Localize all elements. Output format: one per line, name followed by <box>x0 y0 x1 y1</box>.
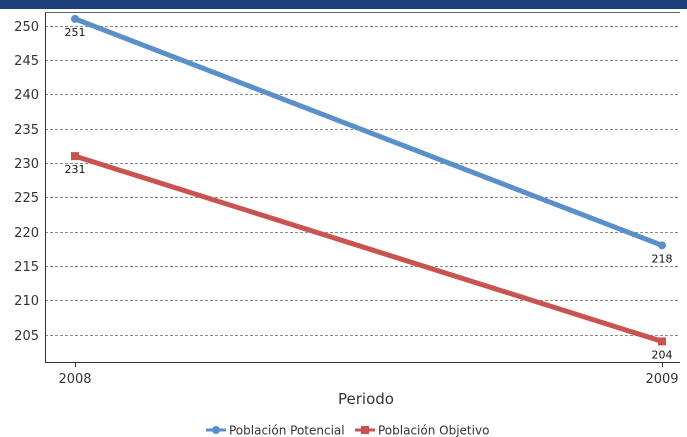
series-1-data-label-1: 204 <box>652 348 673 361</box>
series-1-data-label-0: 231 <box>65 163 86 176</box>
y-tick-label-245: 245 <box>14 54 39 69</box>
series-0-data-label-0: 251 <box>65 26 86 39</box>
y-tick-label-225: 225 <box>14 191 39 206</box>
legend-label-1: Población Objetivo <box>378 424 489 437</box>
x-tick-label-2008: 2008 <box>58 372 91 387</box>
header-band <box>0 0 687 9</box>
series-0-data-label-1: 218 <box>652 252 673 265</box>
y-tick-label-210: 210 <box>14 294 39 309</box>
y-tick-label-235: 235 <box>14 123 39 138</box>
x-tick-label-2009: 2009 <box>645 372 678 387</box>
series-1-point-0 <box>71 152 79 161</box>
y-tick-label-250: 250 <box>14 20 39 35</box>
y-tick-label-215: 215 <box>14 260 39 275</box>
y-tick-label-240: 240 <box>14 88 39 103</box>
x-axis-title: Periodo <box>338 390 394 408</box>
y-tick-label-230: 230 <box>14 157 39 172</box>
series-0-point-0 <box>71 14 79 23</box>
legend-label-0: Población Potencial <box>229 424 345 437</box>
series-line-1 <box>72 153 665 344</box>
series-1-point-1 <box>658 337 666 346</box>
series-line-0 <box>72 16 665 248</box>
legend-swatch-marker-1 <box>361 426 369 434</box>
legend-swatch-marker-0 <box>212 426 220 434</box>
y-tick-label-220: 220 <box>14 226 39 241</box>
series-0-point-1 <box>658 241 666 250</box>
y-tick-label-205: 205 <box>14 329 39 344</box>
